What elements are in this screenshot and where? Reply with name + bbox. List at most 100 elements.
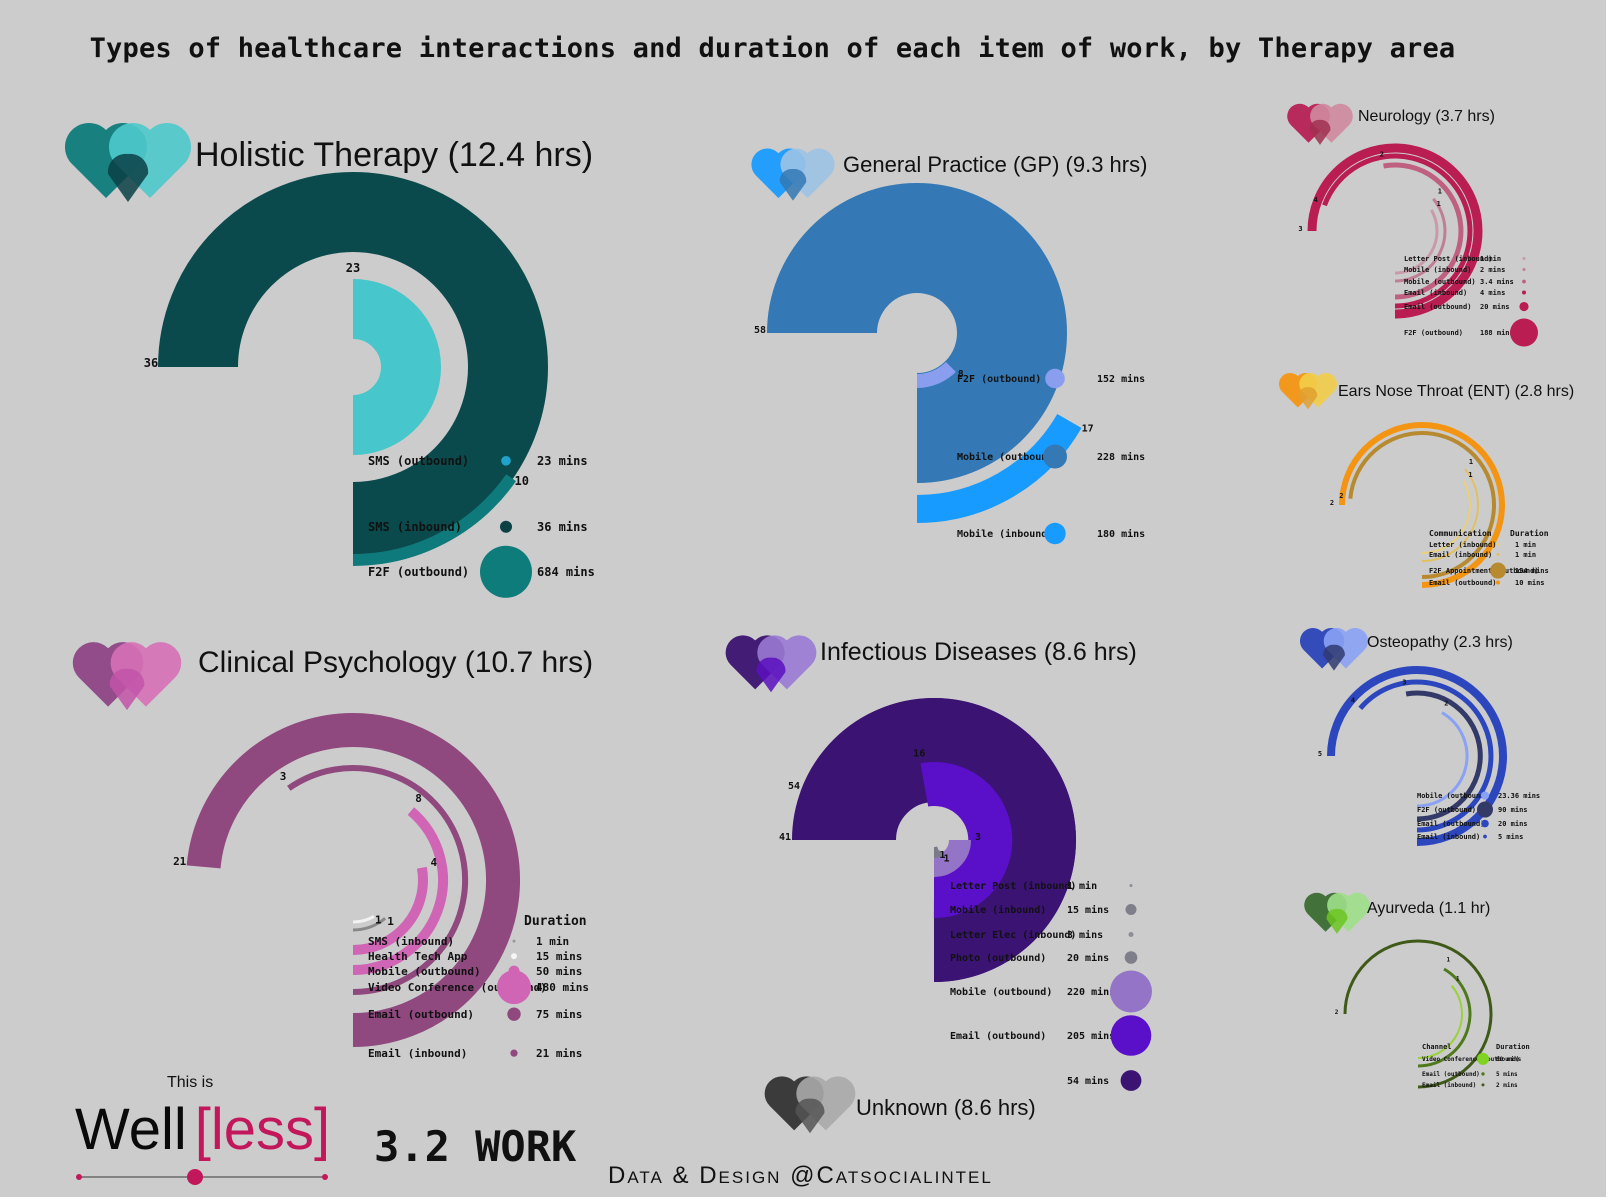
ent-legend-value-3: 10 mins [1515,579,1545,587]
infectious-legend-value-3: 20 mins [1067,952,1109,964]
osteopathy-ring-label-3: 2 [1444,699,1448,707]
clinical-ring-1 [287,765,469,995]
neurology-ring-label-3: 1 [1438,187,1442,195]
clinical-ring-label-3: 4 [430,856,437,869]
infectious-legend-name-3: Photo (outbound) [950,953,1046,964]
neurology-ring-4 [1394,209,1439,275]
ent-ring-1 [1348,431,1496,579]
clinical-legend-value-0: 1 min [536,935,569,948]
holistic-ring-2 [352,474,517,566]
clinical-ring-5 [352,915,375,924]
chart-ent: Ears Nose Throat (ENT) (2.8 hrs) 22 1 1 Comm… [1279,372,1574,588]
neurology-legend-bubble-5 [1510,318,1538,347]
gp-heart-icon [751,148,835,201]
clinical-legend-bubble-0 [512,939,516,943]
gp-legend-name-1: Mobile (outbound) [957,451,1059,463]
gp-ring-label-2: 17 [1082,424,1094,435]
unknown-chart-title: Unknown (8.6 hrs) [856,1095,1036,1120]
ent-legend-value-1: 1 min [1515,551,1536,559]
osteopathy-ring-3 [1416,711,1469,808]
infectious-legend-name-5: Email (outbound) [950,1030,1046,1042]
ent-legend-name-3: Email (outbound) [1429,579,1496,587]
credit-text: Data & Design @Catsocialintel [608,1162,993,1189]
chart-gp: General Practice (GP) (9.3 hrs) 58 8 17 F2F … [751,148,1147,545]
neurology-legend-value-1: 2 mins [1480,266,1505,274]
osteopathy-legend-name-3: Email (inbound) [1417,833,1480,841]
neurology-ring-0 [1307,143,1483,319]
infectious-ring-5 [933,846,940,853]
holistic-legend-value-0: 23 mins [537,454,588,468]
osteopathy-legend-bubble-3 [1483,834,1487,839]
infectious-legend-bubble-2 [1128,932,1134,937]
ent-legend-name-1: Email (inbound) [1429,551,1492,559]
ent-ring-2 [1421,468,1479,562]
gp-legend-value-2: 180 mins [1097,528,1145,540]
gp-legend-value-1: 228 mins [1097,451,1145,463]
ent-chart-title: Ears Nose Throat (ENT) (2.8 hrs) [1338,383,1574,400]
neurology-chart-title: Neurology (3.7 hrs) [1358,108,1495,125]
osteopathy-ring-label-2: 3 [1402,679,1406,687]
clinical-legend-bubble-5 [510,1049,518,1057]
clinical-legend-bubble-3 [497,970,531,1005]
logo-underline [76,1169,328,1185]
clinical-legend-value-2: 50 mins [536,965,582,978]
osteopathy-heart-icon [1299,628,1369,671]
clinical-legend-bubble-4 [507,1007,521,1021]
infectious-legend-bubble-0 [1129,884,1133,887]
gp-legend-value-0: 152 mins [1097,373,1145,385]
neurology-heart-icon [1287,103,1353,145]
ayurveda-legend-header-0: Channel [1422,1043,1452,1051]
infectious-legend-name-1: Mobile (inbound) [950,904,1046,916]
clinical-ring-label-2: 8 [415,792,422,805]
gp-legend-name-2: Mobile (inbound) [957,528,1053,540]
neurology-legend-bubble-2 [1522,279,1526,284]
clinical-legend-value-1: 15 mins [536,950,582,963]
neurology-legend-name-5: F2F (outbound) [1404,329,1463,337]
neurology-legend-bubble-1 [1522,268,1526,272]
ent-legend-name-0: Letter (inbound) [1429,541,1496,549]
ayurveda-legend-value-0: 60 mins [1496,1056,1522,1063]
infectious-ring-label-0: 41 [779,832,791,843]
chart-infectious: Infectious Diseases (8.6 hrs) 41 54 16 3 11 Le… [725,635,1152,1091]
osteopathy-legend-bubble-2 [1481,819,1489,828]
neurology-legend-value-3: 4 mins [1480,289,1505,297]
infectious-ring-label-2: 16 [913,748,925,759]
infectious-heart-icon [725,635,817,693]
osteopathy-legend-value-2: 20 mins [1498,820,1528,828]
holistic-chart-title: Holistic Therapy (12.4 hrs) [195,136,593,174]
osteopathy-ring-0 [1327,666,1507,846]
ayurveda-ring-0 [1343,939,1493,1089]
neurology-legend-name-1: Mobile (inbound) [1404,266,1471,274]
osteopathy-legend-name-0: Mobile (outbound) [1417,792,1489,800]
infectious-ring-1 [800,698,1076,982]
ayurveda-legend-name-0: Video Conference (outbound) [1422,1056,1520,1063]
osteopathy-legend-name-1: F2F (outbound) [1417,806,1476,814]
ent-heart-icon [1279,372,1337,410]
holistic-legend-name-1: SMS (inbound) [368,520,462,534]
ent-legend-bubble-3 [1496,580,1500,585]
gp-ring-1 [916,361,956,388]
chart-osteopathy: Osteopathy (2.3 hrs) 5 4 3 2 Mobile (outbound… [1299,628,1540,846]
ent-legend-header-1: Duration [1510,528,1549,538]
chart-clinical: Clinical Psychology (10.7 hrs) 21 3 8 4 11 Dur… [72,642,593,1060]
neurology-legend-value-2: 3.4 mins [1480,278,1514,286]
gp-legend-bubble-2 [1044,522,1066,545]
holistic-legend-name-0: SMS (outbound) [368,454,469,468]
clinical-ring-2 [352,807,448,975]
osteopathy-ring-1 [1358,679,1494,833]
ayurveda-chart-title: Ayurveda (1.1 hr) [1367,900,1490,917]
infectious-legend-bubble-1 [1125,904,1137,915]
ent-legend-header-0: Communication [1429,528,1492,538]
logo-well-text: Well [75,1097,187,1162]
gp-legend-name-0: F2F (outbound) [957,374,1041,385]
holistic-legend-bubble-0 [501,456,511,466]
infectious-ring-2 [920,762,1013,919]
neurology-legend-value-4: 20 mins [1480,303,1510,311]
gp-ring-2 [916,413,1082,523]
neurology-ring-label-0: 3 [1298,225,1302,233]
infectious-legend-value-4: 220 mins [1067,986,1115,998]
osteopathy-ring-label-1: 4 [1351,696,1355,704]
clinical-legend-name-2: Mobile (outbound) [368,965,481,978]
